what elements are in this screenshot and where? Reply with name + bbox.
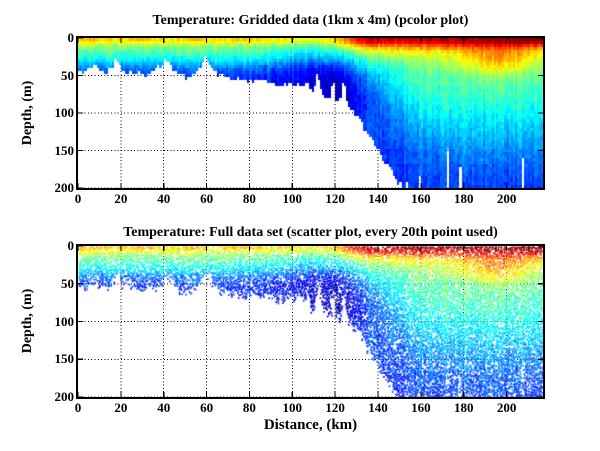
x-tick-label: 120 [325,191,345,206]
top-plot-area [78,38,543,188]
bottom-plot-area [78,246,543,397]
top-axis-ticks [78,38,543,188]
y-tick-label: 150 [54,142,75,158]
top-plot-ylabel: Depth, (m) [20,80,35,146]
x-tick-label: 200 [496,400,517,415]
x-tick-label: 20 [114,191,128,206]
x-tick-label: 40 [157,191,171,206]
x-tick-label: 60 [200,400,214,415]
x-tick-label: 160 [411,191,431,206]
y-tick-label: 200 [54,180,75,195]
y-tick-label: 150 [54,351,75,367]
x-tick-label: 40 [157,400,171,415]
x-tick-label: 100 [282,400,303,415]
x-tick-label: 180 [453,191,474,206]
x-tick-label: 200 [496,191,517,206]
x-tick-label: 0 [74,400,82,415]
x-tick-label: 0 [74,191,82,206]
y-tick-label: 0 [67,238,75,253]
bottom-plot-ylabel: Depth, (m) [20,288,35,354]
x-tick-label: 140 [368,191,388,206]
x-tick-label: 180 [453,400,474,415]
x-tick-label: 20 [114,400,128,415]
x-tick-label: 120 [325,400,345,415]
x-tick-label: 80 [242,191,256,206]
top-plot-title: Temperature: Gridded data (1km x 4m) (pc… [152,13,469,28]
y-tick-label: 0 [67,30,75,45]
pcolor-canvas [78,38,543,188]
y-tick-label: 100 [54,313,75,329]
bottom-plot-title: Temperature: Full data set (scatter plot… [123,225,498,240]
x-axis-label: Distance, (km) [263,417,358,433]
y-tick-label: 50 [61,275,74,291]
x-tick-label: 100 [282,191,303,206]
y-tick-label: 50 [61,67,74,83]
x-tick-label: 140 [368,400,388,415]
x-tick-label: 160 [411,400,431,415]
scatter-canvas [78,246,543,397]
y-tick-label: 100 [54,105,75,120]
x-tick-label: 80 [242,400,256,415]
x-tick-label: 60 [200,191,214,206]
y-tick-label: 200 [54,389,75,404]
bottom-axis-ticks [78,246,543,397]
